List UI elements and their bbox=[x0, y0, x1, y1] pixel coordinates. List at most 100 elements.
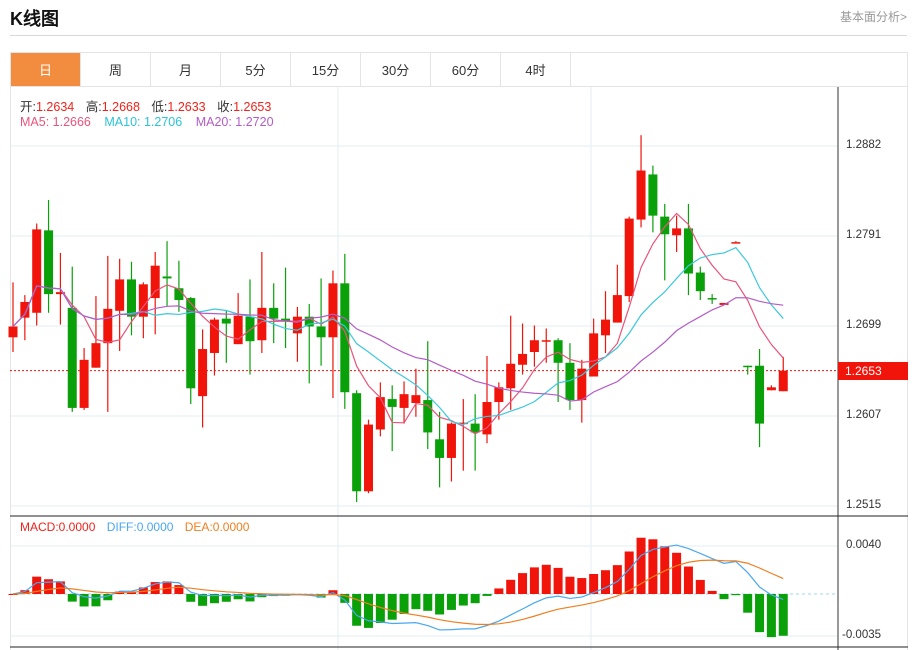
candle-body bbox=[612, 295, 622, 323]
macd-bar bbox=[518, 573, 528, 594]
macd-bar bbox=[695, 579, 705, 594]
candle-body bbox=[494, 387, 504, 403]
candle-body bbox=[328, 283, 338, 338]
candle-body bbox=[340, 283, 350, 393]
close-value: 1.2653 bbox=[233, 100, 272, 114]
candle-body bbox=[719, 302, 729, 305]
ohlc-legend: 开:1.2634 高:1.2668 低:1.2633 收:1.2653 bbox=[20, 96, 275, 115]
candle-body bbox=[470, 423, 480, 433]
candle-body bbox=[375, 397, 385, 430]
candle-body bbox=[458, 422, 468, 425]
candle-body bbox=[589, 333, 599, 377]
macd-bar bbox=[707, 590, 717, 594]
candle-body bbox=[32, 229, 42, 313]
macd-bar bbox=[233, 594, 243, 600]
candle-body bbox=[91, 343, 101, 368]
macd-bar bbox=[458, 594, 468, 606]
macd-bar bbox=[364, 594, 373, 628]
tab-5min[interactable]: 5分 bbox=[221, 53, 291, 86]
macd-bar bbox=[494, 588, 504, 594]
y-tick: 1.2699 bbox=[846, 319, 882, 331]
macd-bar bbox=[446, 594, 456, 610]
macd-y-tick: 0.0040 bbox=[846, 539, 882, 551]
candle-body bbox=[553, 340, 563, 363]
candle-body bbox=[506, 363, 516, 389]
tab-month[interactable]: 月 bbox=[151, 53, 221, 86]
macd-bar bbox=[731, 594, 741, 596]
macd-bar bbox=[743, 594, 753, 613]
macd-bar bbox=[766, 594, 776, 638]
macd-bar bbox=[470, 594, 480, 604]
candle-body bbox=[174, 288, 184, 301]
candle-body bbox=[8, 326, 18, 338]
macd-bar bbox=[553, 567, 563, 594]
candle-body bbox=[352, 393, 362, 492]
page-title: K线图 bbox=[10, 9, 59, 29]
candle-body bbox=[565, 362, 575, 401]
tab-15min[interactable]: 15分 bbox=[291, 53, 361, 86]
fundamental-analysis-link[interactable]: 基本面分析> bbox=[839, 10, 907, 24]
macd-bar bbox=[209, 594, 219, 604]
candle-body bbox=[435, 439, 445, 458]
candle-body bbox=[423, 400, 433, 433]
candle-body bbox=[44, 230, 54, 295]
open-label: 开: bbox=[20, 100, 36, 114]
candle-body bbox=[162, 276, 172, 279]
candle-body bbox=[707, 298, 717, 300]
dea-value: DEA:0.0000 bbox=[184, 520, 250, 534]
y-tick: 1.2607 bbox=[846, 409, 882, 421]
macd-bar bbox=[719, 594, 729, 600]
low-value: 1.2633 bbox=[167, 100, 206, 114]
divider bbox=[10, 35, 907, 36]
macd-bar bbox=[79, 594, 89, 607]
macd-bar bbox=[103, 594, 113, 601]
tab-30min[interactable]: 30分 bbox=[361, 53, 431, 86]
ma-legend: MA5: 1.2666 MA10: 1.2706 MA20: 1.2720 bbox=[20, 115, 278, 129]
macd-bar bbox=[399, 594, 409, 614]
candle-body bbox=[399, 394, 409, 408]
macd-bar bbox=[340, 594, 350, 603]
candle-body bbox=[67, 307, 77, 408]
diff-line bbox=[12, 544, 784, 631]
tab-day[interactable]: 日 bbox=[11, 53, 81, 86]
ma10-value: MA10: 1.2706 bbox=[104, 115, 183, 129]
macd-bar bbox=[316, 594, 326, 598]
candle-body bbox=[411, 395, 421, 404]
candle-body bbox=[292, 316, 302, 334]
macd-bar bbox=[541, 564, 551, 594]
candle-body bbox=[20, 301, 30, 318]
candle-body bbox=[55, 292, 65, 295]
macd-bar bbox=[612, 565, 622, 594]
tab-60min[interactable]: 60分 bbox=[431, 53, 501, 86]
candle-body bbox=[115, 279, 125, 311]
tab-4hour[interactable]: 4时 bbox=[501, 53, 571, 86]
macd-bar bbox=[423, 594, 433, 611]
candle-body bbox=[364, 424, 373, 492]
candle-body bbox=[209, 319, 219, 353]
candle-body bbox=[150, 265, 160, 299]
candle-body bbox=[198, 349, 208, 397]
candle-body bbox=[660, 216, 670, 235]
ma20-line bbox=[12, 285, 784, 402]
candle-body bbox=[518, 353, 528, 365]
close-label: 收: bbox=[217, 100, 234, 114]
candle-body bbox=[755, 365, 765, 424]
candle-body bbox=[79, 359, 89, 408]
macd-bar bbox=[624, 551, 634, 594]
candle-body bbox=[541, 340, 551, 342]
macd-y-tick: -0.0035 bbox=[842, 629, 882, 641]
candle-body bbox=[186, 298, 196, 389]
macd-bar bbox=[162, 581, 172, 594]
macd-bar bbox=[174, 585, 184, 594]
macd-bar bbox=[755, 594, 765, 633]
ma5-line bbox=[12, 212, 784, 435]
tab-week[interactable]: 周 bbox=[81, 53, 151, 86]
y-tick: 1.2791 bbox=[846, 229, 882, 241]
candle-body bbox=[316, 326, 326, 338]
high-label: 高: bbox=[85, 100, 102, 114]
macd-bar bbox=[529, 567, 539, 594]
macd-bar bbox=[601, 570, 610, 594]
macd-bar bbox=[683, 566, 693, 594]
candle-body bbox=[127, 279, 136, 317]
